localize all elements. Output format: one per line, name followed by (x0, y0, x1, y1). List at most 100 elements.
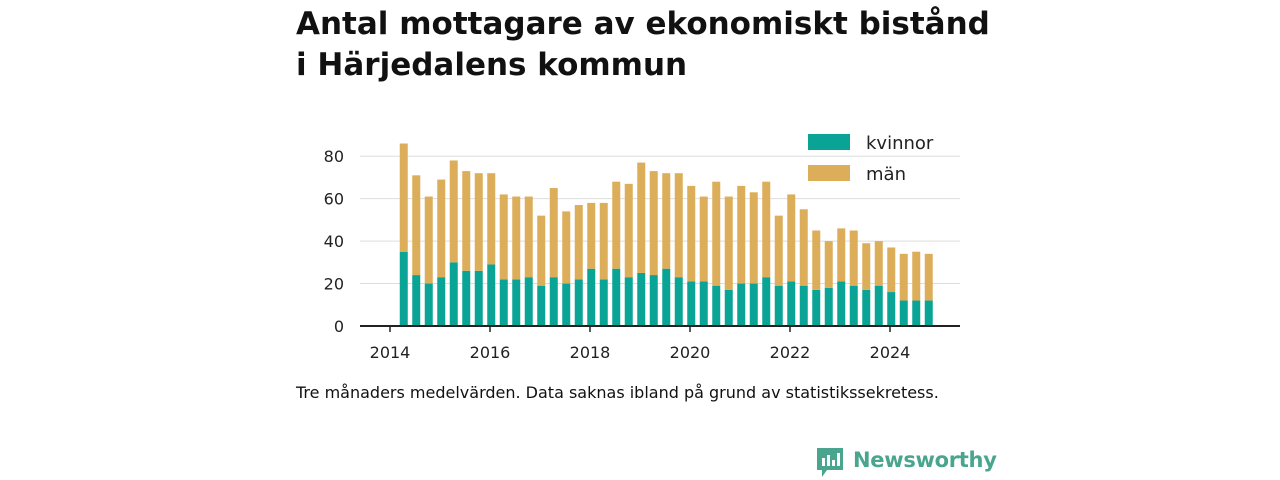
bar-kvinnor-2021-Q2 (749, 283, 758, 326)
bar-kvinnor-2019-Q4 (674, 277, 683, 326)
x-tick-label: 2018 (570, 343, 611, 362)
x-tick-label: 2014 (370, 343, 411, 362)
y-tick-label: 40 (324, 232, 344, 251)
bar-män-2017-Q3 (562, 211, 571, 284)
bar-män-2016-Q4 (524, 196, 533, 278)
bar-kvinnor-2024-Q1 (887, 292, 896, 326)
y-tick-label: 60 (324, 190, 344, 209)
x-tick-label: 2024 (870, 343, 911, 362)
bar-kvinnor-2024-Q2 (899, 300, 908, 326)
bar-kvinnor-2020-Q4 (724, 289, 733, 326)
y-tick-label: 20 (324, 275, 344, 294)
bar-kvinnor-2016-Q2 (499, 279, 508, 326)
bar-män-2014-Q4 (424, 196, 433, 284)
bar-kvinnor-2016-Q4 (524, 277, 533, 326)
bar-kvinnor-2015-Q3 (462, 270, 471, 326)
brand-name: Newsworthy (853, 448, 997, 472)
bar-män-2021-Q4 (774, 215, 783, 286)
chart-page: Antal mottagare av ekonomiskt bistånd i … (296, 0, 997, 480)
bar-kvinnor-2019-Q3 (662, 268, 671, 326)
bar-kvinnor-2024-Q3 (912, 300, 921, 326)
brand-logo[interactable]: Newsworthy (814, 444, 997, 480)
chart-title-line-2: i Härjedalens kommun (296, 47, 688, 83)
bar-kvinnor-2021-Q4 (774, 285, 783, 326)
bar-män-2020-Q4 (724, 196, 733, 290)
bar-kvinnor-2022-Q2 (799, 285, 808, 326)
bar-kvinnor-2016-Q3 (512, 279, 521, 326)
bar-kvinnor-2023-Q4 (874, 285, 883, 326)
bar-män-2019-Q4 (674, 173, 683, 278)
bar-män-2016-Q1 (487, 173, 496, 265)
bar-kvinnor-2023-Q1 (837, 281, 846, 326)
bar-män-2022-Q1 (787, 194, 796, 282)
x-tick-label: 2016 (470, 343, 511, 362)
bar-män-2015-Q4 (474, 173, 483, 271)
bar-kvinnor-2022-Q1 (787, 281, 796, 326)
stacked-bar-chart: 0 20 40 60 80 2014 2016 2018 2020 2022 2024 kvinnor… (324, 133, 960, 362)
chart-title: Antal mottagare av ekonomiskt bistånd i … (296, 4, 996, 86)
bar-kvinnor-2018-Q4 (624, 277, 633, 326)
bar-män-2020-Q1 (687, 185, 696, 282)
bar-män-2016-Q2 (499, 194, 508, 280)
bar-män-2017-Q1 (537, 215, 546, 286)
bar-män-2015-Q2 (449, 160, 458, 263)
bar-kvinnor-2021-Q1 (737, 283, 746, 326)
bar-kvinnor-2018-Q2 (599, 279, 608, 326)
bar-män-2024-Q3 (912, 251, 921, 301)
bar-kvinnor-2016-Q1 (487, 264, 496, 326)
bar-män-2018-Q2 (599, 202, 608, 280)
y-tick-label: 0 (334, 317, 344, 336)
bar-kvinnor-2021-Q3 (762, 277, 771, 326)
bar-män-2024-Q1 (887, 247, 896, 293)
bar-kvinnor-2017-Q1 (537, 285, 546, 326)
bar-kvinnor-2020-Q3 (712, 285, 721, 326)
bar-kvinnor-2023-Q2 (849, 285, 858, 326)
x-tick-label: 2020 (670, 343, 711, 362)
legend-label-män: män (866, 164, 906, 185)
bar-kvinnor-2015-Q2 (449, 262, 458, 326)
bar-män-2017-Q4 (574, 205, 583, 280)
bar-kvinnor-2024-Q4 (924, 300, 933, 326)
bar-män-2014-Q3 (412, 175, 421, 276)
y-tick-label: 80 (324, 147, 344, 166)
bar-män-2016-Q3 (512, 196, 521, 280)
bar-kvinnor-2022-Q4 (824, 287, 833, 326)
bar-män-2014-Q2 (399, 143, 408, 252)
bar-män-2024-Q4 (924, 253, 933, 301)
bar-kvinnor-2022-Q3 (812, 289, 821, 326)
bar-män-2018-Q3 (612, 181, 621, 269)
bar-män-2024-Q2 (899, 253, 908, 301)
legend-swatch-kvinnor (808, 134, 850, 150)
bar-män-2022-Q4 (824, 241, 833, 288)
bar-män-2022-Q3 (812, 230, 821, 290)
bar-män-2021-Q3 (762, 181, 771, 278)
bar-kvinnor-2017-Q2 (549, 277, 558, 326)
bar-män-2019-Q2 (649, 171, 658, 276)
bar-kvinnor-2023-Q3 (862, 289, 871, 326)
bar-män-2017-Q2 (549, 188, 558, 278)
bar-män-2015-Q1 (437, 179, 446, 278)
bar-kvinnor-2017-Q4 (574, 279, 583, 326)
bar-män-2023-Q4 (874, 241, 883, 286)
bar-kvinnor-2014-Q3 (412, 275, 421, 326)
bar-män-2021-Q2 (749, 192, 758, 284)
bar-män-2020-Q2 (699, 196, 708, 282)
bar-män-2018-Q4 (624, 183, 633, 278)
bar-kvinnor-2017-Q3 (562, 283, 571, 326)
bar-män-2021-Q1 (737, 185, 746, 284)
bar-kvinnor-2014-Q4 (424, 283, 433, 326)
bar-män-2019-Q1 (637, 162, 646, 273)
newsworthy-logo-icon (817, 448, 843, 477)
bar-kvinnor-2018-Q3 (612, 268, 621, 326)
bar-kvinnor-2018-Q1 (587, 268, 596, 326)
bar-män-2019-Q3 (662, 173, 671, 269)
bar-män-2023-Q1 (837, 228, 846, 282)
legend-swatch-män (808, 165, 850, 181)
bar-kvinnor-2019-Q1 (637, 272, 646, 326)
bar-kvinnor-2020-Q1 (687, 281, 696, 326)
bar-män-2022-Q2 (799, 209, 808, 286)
bar-män-2020-Q3 (712, 181, 721, 286)
chart-title-line-1: Antal mottagare av ekonomiskt bistånd (296, 6, 990, 42)
bar-kvinnor-2014-Q2 (399, 251, 408, 326)
bar-män-2015-Q3 (462, 171, 471, 271)
